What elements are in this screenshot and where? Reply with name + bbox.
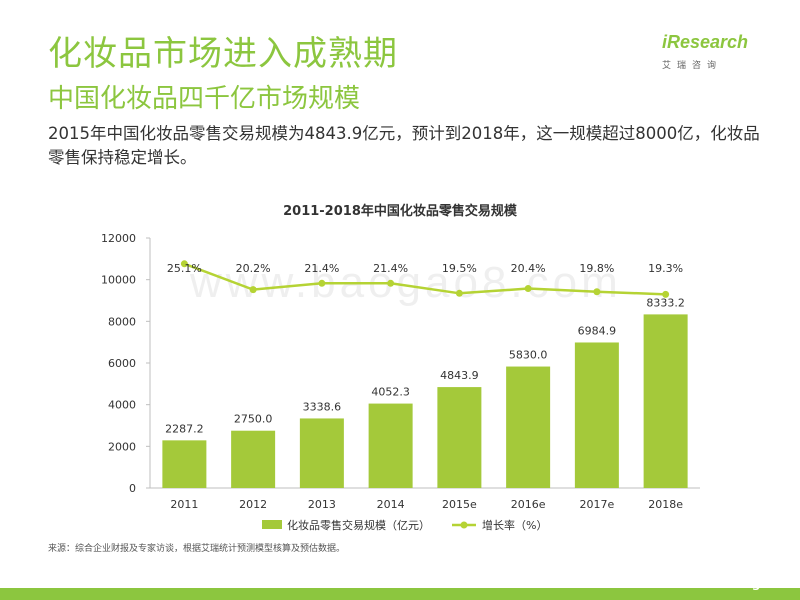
bar-value-label: 3338.6 [303, 400, 342, 413]
y-tick-label: 12000 [101, 232, 136, 245]
logo-text: iResearch [662, 32, 749, 52]
growth-value-label: 19.3% [648, 262, 683, 275]
source-note: 来源：综合企业财报及专家访谈，根据艾瑞统计预测模型核算及预估数据。 [48, 544, 346, 554]
x-tick-label: 2012 [239, 498, 267, 511]
x-tick-label: 2011 [170, 498, 198, 511]
y-tick-label: 8000 [108, 315, 136, 328]
growth-value-label: 20.4% [511, 262, 546, 275]
x-tick-label: 2013 [308, 498, 336, 511]
bar [437, 387, 482, 488]
growth-point [387, 279, 395, 287]
growth-point [318, 279, 326, 287]
bar [231, 430, 276, 488]
growth-value-label: 21.4% [373, 262, 408, 275]
x-tick-label: 2014 [377, 498, 405, 511]
bar-value-label: 4843.9 [440, 369, 479, 382]
footer-bar [0, 588, 800, 600]
bar [506, 366, 551, 488]
growth-point [524, 285, 532, 293]
bar-value-label: 4052.3 [371, 386, 410, 399]
legend-bar-label: 化妆品零售交易规模（亿元） [287, 518, 430, 532]
growth-point [593, 288, 601, 296]
bar [574, 342, 619, 488]
x-tick-label: 2016e [511, 498, 546, 511]
page-number: 3 [752, 580, 760, 593]
bar-value-label: 6984.9 [578, 324, 617, 337]
page-title: 化妆品市场进入成熟期 [48, 34, 398, 74]
bar-value-label: 2287.2 [165, 422, 204, 435]
x-tick-label: 2017e [579, 498, 614, 511]
bar-value-label: 2750.0 [234, 413, 273, 426]
growth-point [180, 260, 188, 268]
growth-value-label: 19.5% [442, 262, 477, 275]
bar [368, 403, 413, 488]
y-tick-label: 10000 [101, 274, 136, 287]
growth-value-label: 20.2% [236, 262, 271, 275]
x-tick-label: 2018e [648, 498, 683, 511]
legend-bar-swatch [262, 520, 282, 529]
watermark: www.baogao8.com [190, 258, 622, 307]
iresearch-logo: iResearch 艾瑞咨询 [660, 28, 760, 72]
growth-point [662, 290, 670, 298]
growth-value-label: 25.1% [167, 262, 202, 275]
bar [299, 418, 344, 488]
legend-line-label: 增长率（%） [482, 518, 547, 532]
y-tick-label: 2000 [108, 440, 136, 453]
growth-value-label: 19.8% [579, 262, 614, 275]
chart-title: 2011-2018年中国化妆品零售交易规模 [283, 204, 517, 219]
y-tick-label: 6000 [108, 357, 136, 370]
bar [162, 440, 207, 488]
growth-value-label: 21.4% [304, 262, 339, 275]
y-tick-label: 4000 [108, 399, 136, 412]
y-tick-label: 0 [129, 482, 136, 495]
x-tick-label: 2015e [442, 498, 477, 511]
growth-point [455, 289, 463, 297]
growth-point [249, 286, 257, 294]
bar-line-chart: 0 2000 4000 6000 8000 10000 12000 2287.2 2750.0 3… [101, 232, 700, 532]
bar [643, 314, 688, 488]
legend-line-marker [460, 521, 468, 529]
summary-text: 2015年中国化妆品零售交易规模为4843.9亿元，预计到2018年，这一规模超… [48, 124, 760, 167]
growth-line [183, 262, 666, 296]
bar-value-label: 5830.0 [509, 349, 548, 362]
page-subtitle: 中国化妆品四千亿市场规模 [48, 84, 361, 114]
logo-subtext: 艾瑞咨询 [662, 61, 723, 71]
bar-value-label: 8333.2 [646, 296, 685, 309]
